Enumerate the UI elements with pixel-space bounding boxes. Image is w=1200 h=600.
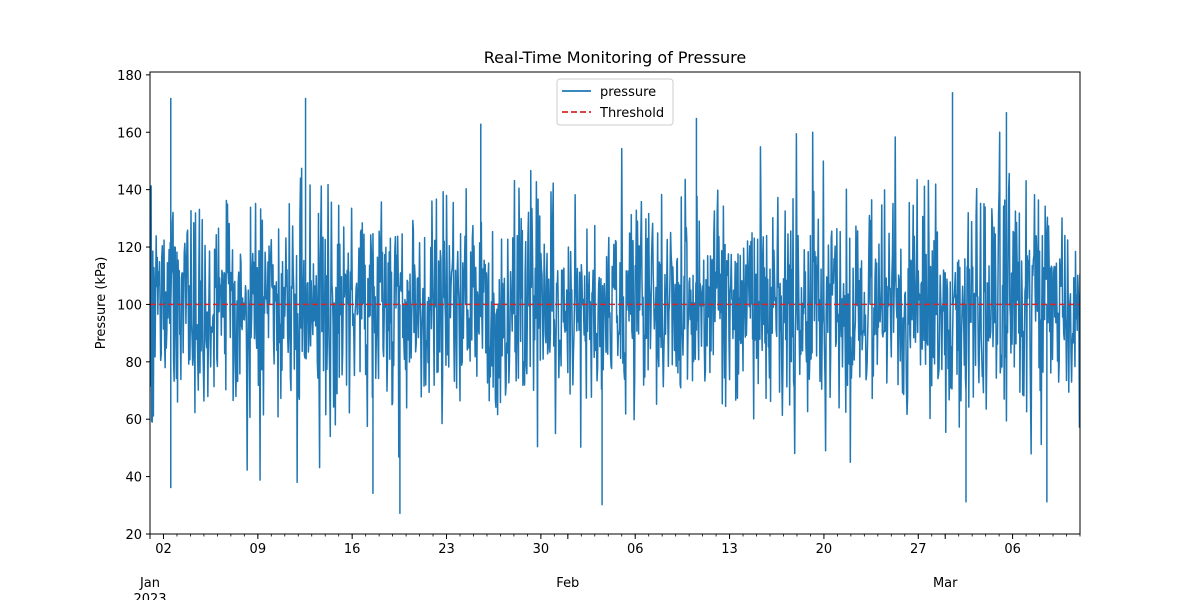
- x-month-label: Jan: [139, 576, 160, 591]
- y-tick-label: 60: [125, 413, 142, 428]
- y-tick-label: 40: [125, 471, 142, 486]
- x-tick-label: 06: [1004, 542, 1021, 557]
- pressure-series-line: [150, 92, 1080, 514]
- series-layer: [150, 92, 1080, 514]
- legend: pressure Threshold: [556, 78, 674, 126]
- plot-frame: [149, 71, 1081, 535]
- y-tick-label: 120: [117, 241, 142, 256]
- y-tick-label: 100: [117, 298, 142, 313]
- x-year-label: 2023: [133, 592, 166, 600]
- x-tick-label: 23: [438, 542, 455, 557]
- x-tick-label: 16: [344, 542, 361, 557]
- y-tick-label: 140: [117, 184, 142, 199]
- x-tick-label: 20: [816, 542, 833, 557]
- x-tick-label: 30: [533, 542, 550, 557]
- legend-label-pressure: pressure: [600, 85, 656, 100]
- x-tick-label: 13: [721, 542, 738, 557]
- y-tick-label: 160: [117, 126, 142, 141]
- y-tick-label: 20: [125, 528, 142, 543]
- x-month-label: Feb: [556, 576, 579, 591]
- legend-label-threshold: Threshold: [599, 106, 664, 121]
- x-tick-label: 27: [910, 542, 927, 557]
- chart-title: Real-Time Monitoring of Pressure: [484, 48, 747, 67]
- y-axis: 20 40 60 80 100 120 140 160 180: [117, 69, 150, 543]
- y-axis-label: Pressure (kPa): [94, 257, 109, 350]
- x-month-label: Mar: [933, 576, 958, 591]
- x-tick-label: 02: [155, 542, 172, 557]
- y-tick-label: 180: [117, 69, 142, 84]
- y-tick-label: 80: [125, 356, 142, 371]
- x-tick-label: 09: [250, 542, 267, 557]
- x-tick-label: 06: [627, 542, 644, 557]
